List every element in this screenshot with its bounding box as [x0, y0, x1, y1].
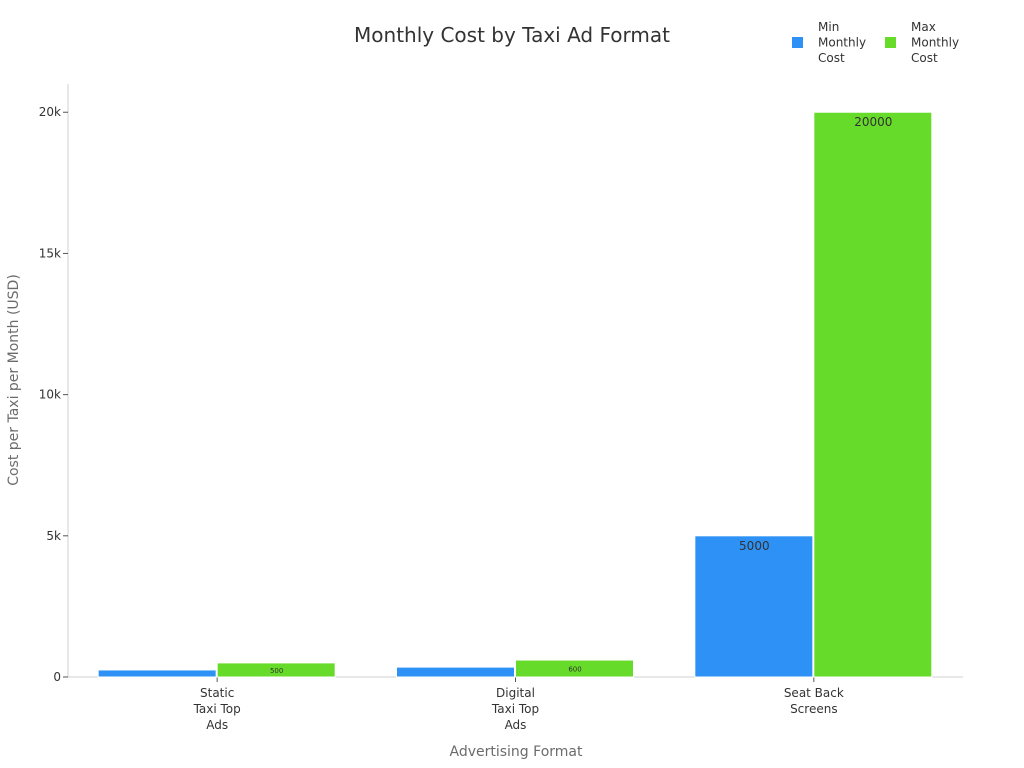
x-tick-label: Seat Back Screens	[784, 686, 844, 716]
x-tick-label-line: Ads	[505, 718, 527, 732]
legend-label-line: Cost	[818, 51, 845, 65]
x-tick-label-line: Static	[200, 686, 234, 700]
plot-area: 0 5k 10k 15k 20k Static Taxi Top Ads 500 Digital T…	[39, 84, 963, 732]
x-tick-label-line: Screens	[790, 702, 838, 716]
bar	[97, 669, 217, 678]
x-axis-title: Advertising Format	[450, 744, 583, 760]
y-tick-label: 5k	[46, 529, 61, 543]
bar	[813, 111, 933, 678]
x-tick-label-line: Digital	[496, 686, 535, 700]
x-tick-label: Static Taxi Top Ads	[193, 686, 241, 732]
bar	[396, 666, 515, 678]
legend-label: Min Monthly Cost	[818, 20, 866, 65]
bar-data-label: 20000	[854, 115, 892, 129]
legend-label-line: Max	[911, 20, 936, 34]
legend-label-line: Monthly	[911, 36, 959, 50]
bar	[515, 659, 634, 678]
x-tick-label-line: Seat Back	[784, 686, 844, 700]
bar-data-label: 600	[568, 666, 581, 674]
y-tick-label: 15k	[39, 246, 61, 260]
chart-title: Monthly Cost by Taxi Ad Format	[354, 23, 670, 47]
legend-item: Min Monthly Cost	[792, 20, 866, 65]
legend-label-line: Cost	[911, 51, 938, 65]
y-tick-label: 0	[53, 670, 61, 684]
legend-label-line: Min	[818, 20, 839, 34]
bar	[694, 535, 814, 678]
legend-label: Max Monthly Cost	[911, 20, 959, 65]
legend-swatch	[885, 37, 896, 48]
legend-item: Max Monthly Cost	[885, 20, 959, 65]
x-tick-label-line: Taxi Top	[193, 702, 241, 716]
bar	[216, 662, 336, 678]
x-tick-label-line: Ads	[206, 718, 228, 732]
legend-label-line: Monthly	[818, 36, 866, 50]
x-tick-label-line: Taxi Top	[491, 702, 539, 716]
bar-data-label: 5000	[739, 539, 770, 553]
legend-swatch	[792, 37, 803, 48]
y-tick-label: 10k	[39, 388, 61, 402]
y-axis-title: Cost per Taxi per Month (USD)	[6, 274, 22, 486]
bar-data-label: 500	[270, 667, 283, 675]
x-tick-label: Digital Taxi Top Ads	[491, 686, 539, 732]
y-tick-label: 20k	[39, 105, 61, 119]
